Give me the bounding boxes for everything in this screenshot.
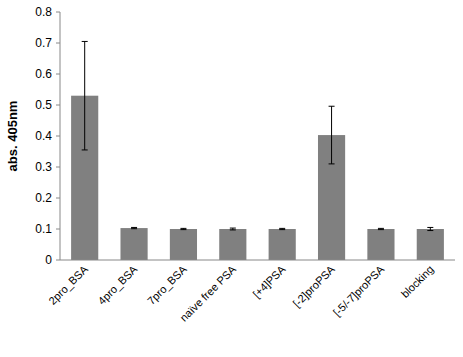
x-tick-label: [-5/-7]proPSA (331, 262, 387, 318)
bar (219, 229, 246, 260)
chart-container: 2pro_BSA4pro_BSA7pro_BSAnaïve free PSA [+… (0, 0, 463, 357)
error-bar (279, 228, 285, 229)
y-axis-label: abs. 405nm (5, 101, 20, 172)
x-tick-label: [+4]PSA (250, 262, 288, 300)
x-tick-label: 4pro_BSA (96, 262, 140, 306)
x-axis (60, 260, 455, 261)
x-tick-label: blocking (399, 263, 436, 300)
x-tick-label: naïve free PSA (177, 262, 238, 323)
bar (417, 229, 444, 260)
y-tick-label: 0.7 (35, 36, 52, 50)
bar (170, 229, 197, 260)
y-tick (56, 167, 60, 168)
error-bar (329, 106, 335, 164)
bars (71, 41, 444, 260)
bar (367, 229, 394, 260)
y-tick-label: 0.5 (35, 98, 52, 112)
error-bar (230, 228, 236, 230)
error-bar (378, 228, 384, 229)
y-tick-label: 0 (45, 253, 52, 267)
error-bar (131, 227, 137, 228)
y-tick (56, 260, 60, 261)
chart: 2pro_BSA4pro_BSA7pro_BSAnaïve free PSA [+… (0, 0, 463, 357)
y-tick-label: 0.3 (35, 160, 52, 174)
y-tick-label: 0.6 (35, 67, 52, 81)
bar (269, 229, 296, 260)
y-tick (56, 43, 60, 44)
y-tick (56, 12, 60, 13)
y-tick (56, 74, 60, 75)
y-tick-label: 0.8 (35, 5, 52, 19)
error-bar (427, 227, 433, 230)
y-tick (56, 105, 60, 106)
bar (120, 228, 147, 260)
y-tick-label: 0.2 (35, 191, 52, 205)
y-tick (56, 136, 60, 137)
x-tick-label: [-2]proPSA (290, 262, 337, 309)
error-bar (180, 228, 186, 229)
y-tick-label: 0.1 (35, 222, 52, 236)
y-tick-label: 0.4 (35, 129, 52, 143)
x-tick-label: 2pro_BSA (46, 262, 90, 306)
x-tick-label: 7pro_BSA (145, 262, 189, 306)
error-bar (82, 41, 88, 150)
y-tick (56, 198, 60, 199)
y-tick (56, 229, 60, 230)
